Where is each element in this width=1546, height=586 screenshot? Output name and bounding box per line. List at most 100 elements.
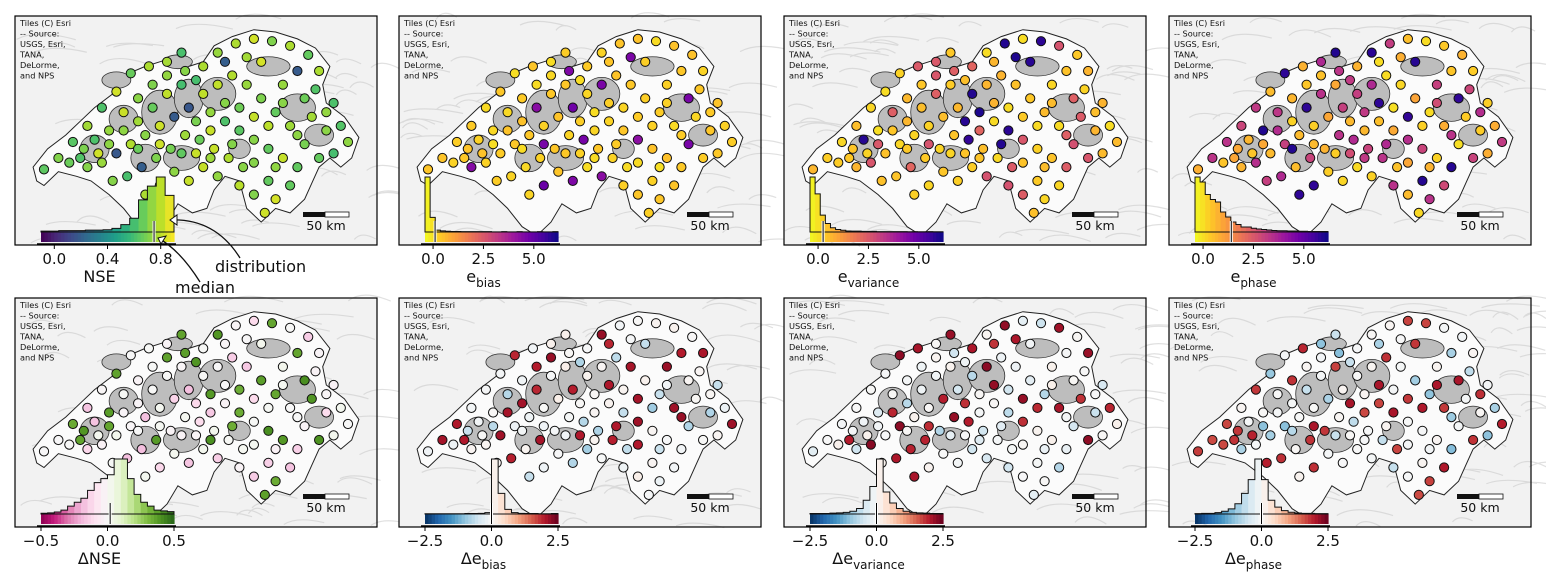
relief-stroke bbox=[1522, 312, 1546, 319]
station-marker bbox=[862, 148, 873, 159]
station-marker bbox=[1061, 162, 1072, 173]
station-marker bbox=[502, 125, 513, 136]
colorbar-segment bbox=[876, 232, 881, 242]
station-marker bbox=[310, 366, 321, 377]
station-marker bbox=[981, 361, 992, 372]
station-marker bbox=[1035, 36, 1047, 47]
station-marker bbox=[1417, 175, 1428, 186]
colorbar-segment bbox=[458, 232, 463, 242]
station-marker bbox=[1046, 361, 1058, 372]
station-marker bbox=[223, 434, 234, 446]
histogram-bin bbox=[1276, 230, 1283, 232]
station-marker bbox=[234, 180, 245, 191]
catchment-area bbox=[1400, 338, 1445, 359]
relief-stroke bbox=[633, 515, 673, 521]
histogram-bin bbox=[100, 478, 108, 514]
station-marker bbox=[198, 162, 209, 173]
station-marker bbox=[1258, 421, 1269, 432]
map-credit-line: USGS, Esri, bbox=[789, 39, 835, 49]
station-marker bbox=[996, 352, 1007, 363]
station-marker bbox=[1424, 107, 1435, 118]
station-marker bbox=[1083, 152, 1094, 164]
station-marker bbox=[165, 143, 176, 154]
station-marker bbox=[974, 389, 985, 400]
station-marker bbox=[1083, 434, 1094, 446]
station-marker bbox=[1417, 402, 1428, 413]
map-credit-line: USGS, Esri, bbox=[1174, 321, 1220, 331]
station-marker bbox=[1046, 379, 1058, 391]
station-marker bbox=[851, 402, 862, 413]
colorbar-segment bbox=[886, 232, 891, 242]
station-marker bbox=[553, 393, 564, 404]
map-credit-line: Tiles (C) Esri bbox=[19, 300, 71, 310]
station-marker bbox=[996, 421, 1007, 432]
station-marker bbox=[263, 143, 274, 154]
colorbar-segment bbox=[494, 514, 499, 524]
station-marker bbox=[1348, 134, 1359, 145]
scalebar-label: 50 km bbox=[1460, 218, 1499, 233]
station-marker bbox=[1192, 446, 1204, 457]
relief-stroke bbox=[370, 62, 402, 70]
station-marker bbox=[111, 86, 122, 97]
station-marker bbox=[596, 329, 607, 340]
histogram-bin bbox=[1281, 510, 1289, 514]
histogram-bin bbox=[1266, 230, 1273, 232]
station-marker bbox=[1232, 425, 1243, 436]
map-credit-line: DeLorme, bbox=[20, 342, 60, 352]
station-marker bbox=[959, 116, 971, 127]
station-marker bbox=[916, 102, 927, 113]
station-marker bbox=[1308, 120, 1319, 132]
station-marker bbox=[466, 444, 477, 455]
station-marker bbox=[1010, 334, 1021, 345]
station-marker bbox=[125, 350, 136, 361]
station-marker bbox=[1272, 389, 1283, 400]
station-marker bbox=[437, 152, 448, 164]
catchment-area bbox=[246, 338, 291, 359]
colorbar-segment bbox=[1264, 232, 1269, 242]
colorbar-segment bbox=[47, 514, 52, 524]
metric-label: NSE bbox=[83, 267, 115, 286]
metric-label-subscript: variance bbox=[853, 558, 905, 572]
relief-stroke bbox=[808, 358, 836, 366]
station-marker bbox=[567, 457, 578, 468]
station-marker bbox=[589, 407, 600, 418]
station-marker bbox=[118, 125, 129, 136]
colorbar-segment bbox=[474, 514, 479, 524]
station-marker bbox=[1039, 444, 1050, 455]
station-marker bbox=[1090, 389, 1101, 400]
panel-ephase: Tiles (C) Esri-- Source:USGS, Esri,TANA,… bbox=[1168, 13, 1546, 290]
colorbar-segment bbox=[1218, 514, 1223, 524]
colorbar-segment bbox=[498, 514, 503, 524]
colorbar-segment bbox=[104, 514, 109, 524]
station-marker bbox=[422, 446, 434, 457]
station-marker bbox=[1035, 318, 1047, 329]
station-marker bbox=[1297, 61, 1309, 72]
station-marker bbox=[923, 120, 934, 132]
relief-stroke bbox=[819, 317, 856, 323]
station-marker bbox=[567, 384, 578, 395]
relief-stroke bbox=[1303, 307, 1363, 314]
scalebar-dark bbox=[1072, 212, 1094, 217]
relief-stroke bbox=[1461, 203, 1496, 209]
map-credit-line: Tiles (C) Esri bbox=[1173, 300, 1225, 310]
colorbar-segment bbox=[843, 232, 848, 242]
colorbar-segment bbox=[554, 232, 559, 242]
station-marker bbox=[589, 107, 600, 118]
station-marker bbox=[632, 439, 644, 450]
station-marker bbox=[909, 471, 920, 482]
station-marker bbox=[938, 166, 949, 177]
relief-stroke bbox=[815, 23, 849, 30]
relief-stroke bbox=[1528, 461, 1546, 468]
station-marker bbox=[1097, 379, 1108, 391]
station-marker bbox=[1420, 318, 1432, 329]
colorbar-segment bbox=[823, 514, 828, 524]
station-marker bbox=[844, 152, 855, 164]
relief-stroke bbox=[45, 220, 96, 226]
relief-stroke bbox=[1036, 503, 1090, 511]
station-marker bbox=[285, 120, 296, 132]
station-marker bbox=[1330, 79, 1341, 90]
station-marker bbox=[143, 61, 154, 72]
station-marker bbox=[1334, 130, 1345, 141]
colorbar-segment bbox=[836, 232, 841, 242]
station-marker bbox=[1032, 175, 1043, 186]
